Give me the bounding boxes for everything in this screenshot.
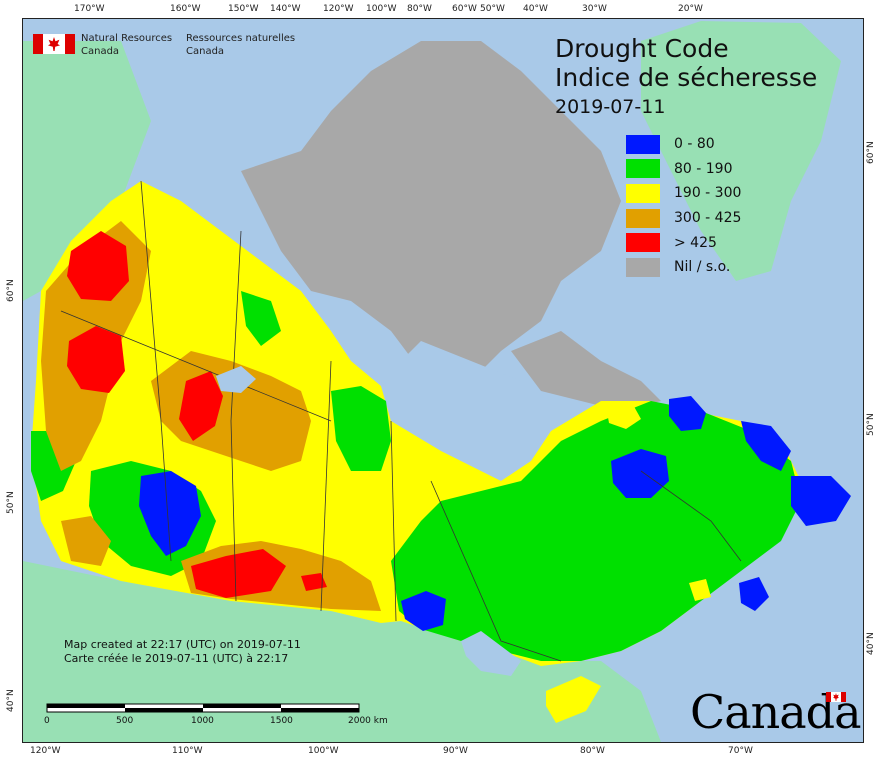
canada-flag-icon	[33, 34, 75, 54]
legend-item: Nil / s.o.	[626, 255, 741, 280]
legend-swatch	[626, 208, 660, 228]
alaska-land	[23, 41, 151, 301]
legend-item: 300 - 425	[626, 206, 741, 231]
red-nw	[67, 231, 129, 301]
top-tick-label: 100°W	[366, 4, 397, 14]
legend: 0 - 80 80 - 190 190 - 300 300 - 425 > 42…	[626, 132, 741, 280]
bottom-tick-label: 70°W	[728, 746, 753, 756]
legend-label: > 425	[674, 234, 717, 251]
bottom-tick-label: 80°W	[580, 746, 605, 756]
top-tick-label: 40°W	[523, 4, 548, 14]
red-south-east	[301, 573, 327, 591]
map-date: 2019-07-11	[555, 96, 666, 118]
top-tick-label: 150°W	[228, 4, 259, 14]
legend-swatch	[626, 233, 660, 253]
blue-east-coast	[741, 421, 791, 471]
nrc-name-en: Natural Resources Canada	[81, 33, 173, 57]
drought-map-graphic	[23, 19, 863, 742]
scale-label: 1000	[191, 716, 214, 726]
legend-label: 190 - 300	[674, 185, 742, 202]
red-south	[191, 549, 286, 598]
top-tick-label: 170°W	[74, 4, 105, 14]
legend-item: 190 - 300	[626, 181, 741, 206]
blue-ontario	[401, 591, 446, 631]
usa-land	[23, 561, 661, 742]
hudson-islands	[511, 331, 661, 411]
legend-swatch	[626, 159, 660, 179]
legend-swatch	[626, 183, 660, 203]
bottom-tick-label: 120°W	[30, 746, 61, 756]
top-tick-label: 160°W	[170, 4, 201, 14]
blue-labrador	[669, 396, 706, 431]
scale-label: 500	[116, 716, 134, 726]
bottom-tick-label: 100°W	[308, 746, 339, 756]
yellow-nb	[689, 579, 711, 601]
map-credit: Map created at 22:17 (UTC) on 2019-07-11…	[64, 638, 301, 666]
green-manitoba	[331, 386, 391, 471]
right-tick-label: 60°N	[866, 141, 876, 164]
map-panel	[22, 18, 864, 743]
legend-label: 0 - 80	[674, 136, 715, 153]
provincial-borders	[60, 180, 742, 662]
wordmark-flag-icon	[826, 692, 846, 702]
top-tick-label: 140°W	[270, 4, 301, 14]
hudson-bay	[381, 341, 541, 481]
top-tick-label: 80°W	[407, 4, 432, 14]
legend-swatch	[626, 134, 660, 154]
bottom-tick-label: 90°W	[443, 746, 468, 756]
title-fr: Indice de sécheresse	[555, 63, 818, 92]
right-tick-label: 40°N	[866, 632, 876, 655]
top-tick-label: 60°W	[452, 4, 477, 14]
left-tick-label: 60°N	[6, 279, 16, 302]
blue-newfoundland	[791, 476, 851, 526]
bottom-tick-label: 110°W	[172, 746, 203, 756]
yellow-quebec-north	[606, 401, 641, 429]
legend-label: Nil / s.o.	[674, 259, 731, 276]
top-tick-label: 20°W	[678, 4, 703, 14]
nrc-name-fr: Ressources naturelles Canada	[186, 33, 296, 57]
legend-swatch	[626, 257, 660, 277]
legend-item: > 425	[626, 230, 741, 255]
scale-label: 2000 km	[348, 716, 388, 726]
red-west	[67, 326, 125, 393]
legend-item: 80 - 190	[626, 157, 741, 182]
legend-label: 80 - 190	[674, 160, 733, 177]
right-tick-label: 50°N	[866, 413, 876, 436]
top-tick-label: 50°W	[480, 4, 505, 14]
green-north	[241, 291, 281, 346]
legend-item: 0 - 80	[626, 132, 741, 157]
scale-label: 0	[44, 716, 50, 726]
map-title: Drought Code Indice de sécheresse	[555, 34, 817, 92]
great-bear-lake	[216, 366, 256, 393]
left-tick-label: 40°N	[6, 689, 16, 712]
credit-en: Map created at 22:17 (UTC) on 2019-07-11	[64, 638, 301, 651]
red-central	[179, 371, 223, 441]
greenland-land	[641, 21, 841, 281]
left-tick-label: 50°N	[6, 491, 16, 514]
yellow-ontario-south	[546, 676, 601, 723]
arctic-islands	[241, 41, 621, 381]
orange-bc-south	[61, 516, 111, 566]
blue-maritimes	[739, 577, 769, 611]
blue-quebec	[611, 449, 669, 498]
title-en: Drought Code	[555, 34, 729, 63]
scale-label: 1500	[270, 716, 293, 726]
top-tick-label: 120°W	[323, 4, 354, 14]
great-lakes	[461, 631, 521, 676]
top-tick-label: 30°W	[582, 4, 607, 14]
blue-alberta	[139, 471, 201, 556]
legend-label: 300 - 425	[674, 210, 742, 227]
credit-fr: Carte créée le 2019-07-11 (UTC) à 22:17	[64, 652, 289, 665]
scale-bar	[46, 703, 360, 713]
